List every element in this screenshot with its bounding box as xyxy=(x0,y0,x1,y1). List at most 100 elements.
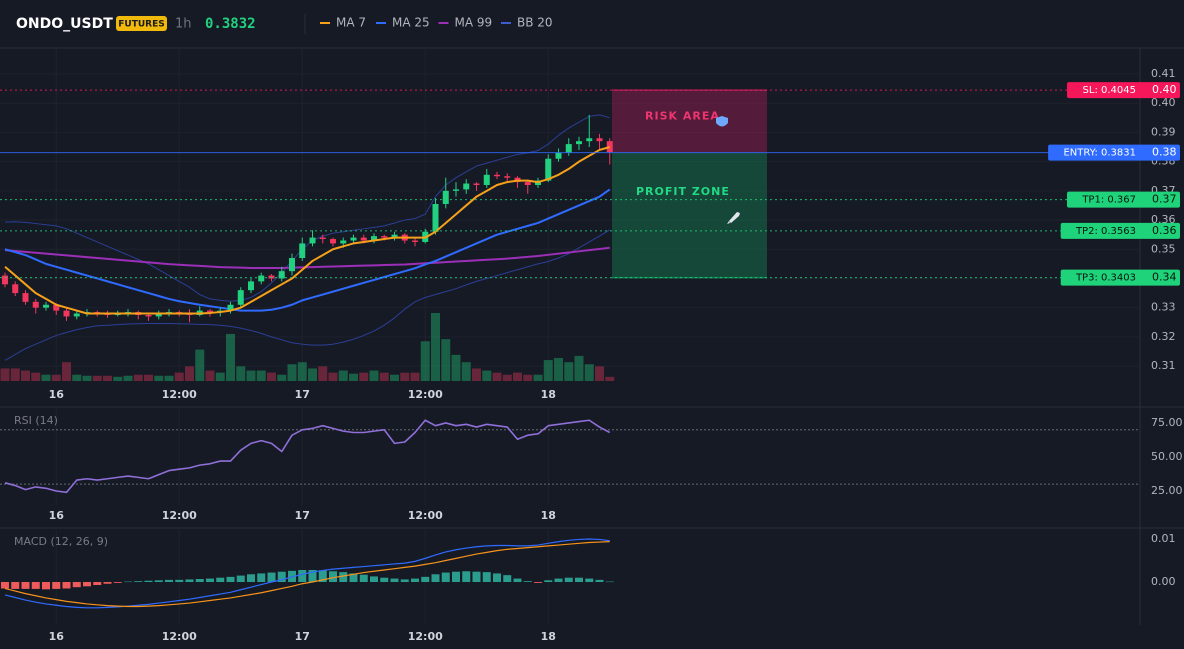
volume-bar xyxy=(41,374,51,381)
candle-body xyxy=(258,275,265,282)
volume-bar xyxy=(523,374,533,381)
histogram-bar xyxy=(534,582,542,583)
price-tag-label: ENTRY: 0.3831 xyxy=(1063,148,1136,159)
x-tick-label: 12:00 xyxy=(408,630,443,643)
price-tag-axis: 0.37 xyxy=(1152,193,1177,206)
volume-bar xyxy=(533,374,543,381)
histogram-bar xyxy=(370,576,378,583)
candle-body xyxy=(319,237,326,240)
volume-bar xyxy=(451,354,461,381)
candle-body xyxy=(237,290,244,305)
candle-body xyxy=(391,234,398,238)
candle-body xyxy=(555,152,562,159)
histogram-bar xyxy=(206,578,214,583)
legend-label: MA 25 xyxy=(392,16,430,30)
x-tick-label: 17 xyxy=(295,509,310,522)
volume-bar xyxy=(195,349,205,381)
histogram-bar xyxy=(31,582,40,589)
volume-bar xyxy=(420,341,430,381)
y-tick-label: 0.35 xyxy=(1151,242,1176,255)
price-tag-label: TP2: 0.3563 xyxy=(1075,226,1136,237)
volume-bar xyxy=(338,370,348,381)
histogram-bar xyxy=(339,572,348,583)
volume-bar xyxy=(154,375,164,381)
symbol[interactable]: ONDO_USDT xyxy=(16,16,113,32)
candle-body xyxy=(248,281,254,291)
volume-bar xyxy=(492,372,502,381)
volume-bar xyxy=(103,375,112,381)
histogram-bar xyxy=(380,577,389,583)
volume-bar xyxy=(410,372,420,381)
candle-body xyxy=(32,301,39,308)
histogram-bar xyxy=(523,581,532,583)
histogram-bar xyxy=(195,579,204,583)
x-tick-label: 12:00 xyxy=(162,630,197,643)
volume-bar xyxy=(543,360,553,381)
histogram-bar xyxy=(185,579,194,583)
histogram-bar xyxy=(11,582,20,589)
histogram-bar xyxy=(349,573,358,583)
candle-body xyxy=(227,304,234,311)
histogram-bar xyxy=(113,582,122,583)
bb-upper xyxy=(4,114,610,302)
y-tick-label: 0.36 xyxy=(1151,213,1176,226)
volume-bar xyxy=(226,333,235,381)
histogram-bar xyxy=(359,574,368,583)
y-tick-label: 0.39 xyxy=(1151,125,1176,138)
x-tick-label: 16 xyxy=(49,509,65,522)
histogram-bar xyxy=(575,577,583,583)
volume-bar xyxy=(400,372,410,381)
legend-label: MA 7 xyxy=(336,16,366,30)
price-tag-label: SL: 0.4045 xyxy=(1083,85,1136,96)
y-tick-label: 0.32 xyxy=(1151,330,1176,343)
histogram-bar xyxy=(513,578,522,583)
candle-body xyxy=(524,182,531,185)
histogram-bar xyxy=(93,582,102,586)
volume-bar xyxy=(51,374,61,381)
candle-body xyxy=(463,183,470,190)
interval[interactable]: 1h xyxy=(175,17,192,32)
volume-bar xyxy=(390,374,399,381)
candle-body xyxy=(43,304,49,308)
histogram-bar xyxy=(165,579,173,583)
histogram-bar xyxy=(1,582,9,589)
legend-label: BB 20 xyxy=(517,16,553,30)
candle-body xyxy=(596,138,603,142)
volume-bar xyxy=(0,368,10,381)
volume-bar xyxy=(554,357,563,381)
histogram-bar xyxy=(585,578,594,583)
histogram-bar xyxy=(329,571,337,583)
volume-bar xyxy=(297,362,307,381)
legend: MA 7 MA 25 MA 99 BB 20 xyxy=(320,16,553,30)
histogram-bar xyxy=(154,580,163,583)
volume-bar xyxy=(359,372,369,381)
volume-bar xyxy=(513,372,522,381)
candle-body xyxy=(2,275,8,285)
volume-bar xyxy=(267,372,276,381)
y-tick-label: 0.41 xyxy=(1151,67,1176,80)
volume-bar xyxy=(72,374,82,381)
histogram-bar xyxy=(554,578,563,583)
histogram-bar xyxy=(493,573,501,583)
volume-bar xyxy=(62,362,71,381)
histogram-bar xyxy=(482,572,491,583)
x-tick-label: 16 xyxy=(49,388,65,401)
y-tick-label: 0.33 xyxy=(1151,301,1176,314)
histogram-bar xyxy=(605,581,614,583)
y-tick-label: 0.00 xyxy=(1151,575,1176,588)
zone-label: RISK AREA xyxy=(645,109,720,122)
x-tick-label: 12:00 xyxy=(162,388,197,401)
histogram-bar xyxy=(421,576,430,583)
panel-title: MACD (12, 26, 9) xyxy=(14,535,108,548)
candle-body xyxy=(309,237,316,244)
histogram-bar xyxy=(308,569,317,583)
candle-body xyxy=(576,141,582,145)
volume-bar xyxy=(564,362,574,381)
candle-body xyxy=(330,239,336,244)
shield-icon xyxy=(716,116,728,127)
volume-bar xyxy=(31,372,41,381)
candle-body xyxy=(268,275,275,279)
y-tick-label: 75.00 xyxy=(1151,416,1183,429)
histogram-bar xyxy=(144,580,153,583)
